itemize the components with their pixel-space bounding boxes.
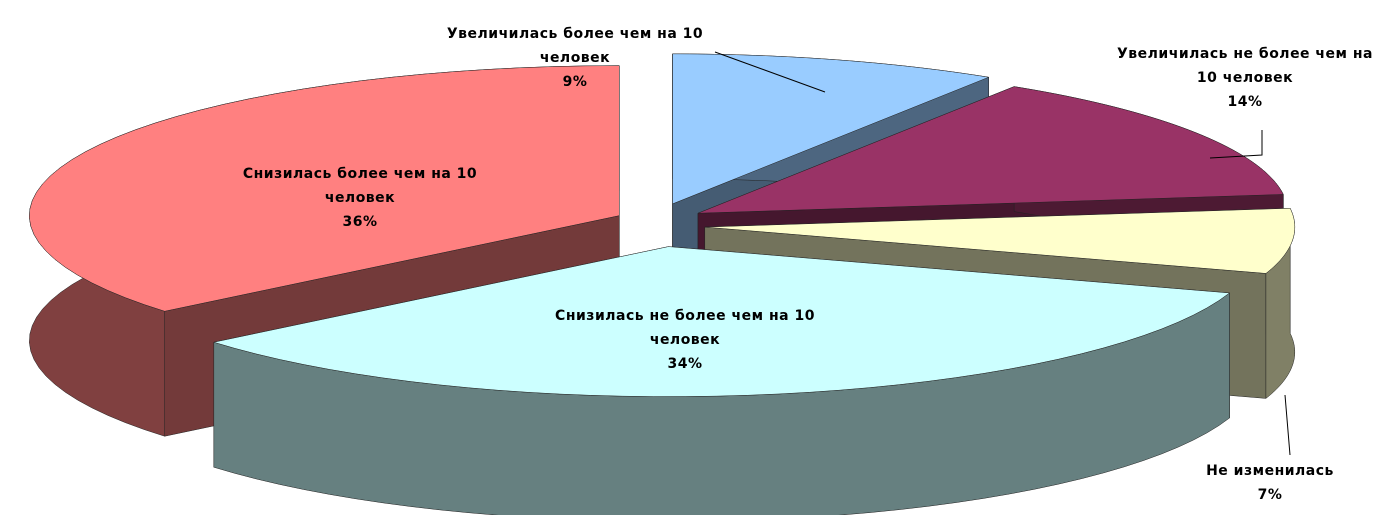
category-label: Не изменилась [1206, 463, 1334, 479]
category-label: Увеличилась не более чем на 10 человек [1117, 46, 1373, 86]
value-label: 34% [667, 356, 703, 372]
leader-line [1284, 394, 1291, 456]
slice-label: Снизилась более чем на 10 человек 36% [210, 162, 510, 234]
slice-label: Не изменилась 7% [1170, 459, 1370, 507]
category-label: Снизилась не более чем на 10 человек [555, 308, 815, 348]
slice-label: Увеличилась более чем на 10 человек 9% [430, 22, 720, 94]
slice-top [697, 86, 1284, 214]
slice-label: Увеличилась не более чем на 10 человек 14… [1115, 42, 1375, 114]
category-label: Снизилась более чем на 10 человек [242, 166, 478, 206]
value-label: 7% [1257, 487, 1283, 503]
slice-top [29, 65, 620, 312]
value-label: 9% [562, 74, 588, 90]
leader-line [714, 51, 826, 93]
category-label: Увеличилась более чем на 10 человек [446, 26, 704, 66]
slice-top [704, 208, 1296, 274]
leader-line [1209, 130, 1263, 159]
value-label: 14% [1227, 94, 1263, 110]
slice-label: Снизилась не более чем на 10 человек 34% [540, 304, 830, 376]
slice-top [213, 246, 1231, 397]
value-label: 36% [342, 214, 378, 230]
